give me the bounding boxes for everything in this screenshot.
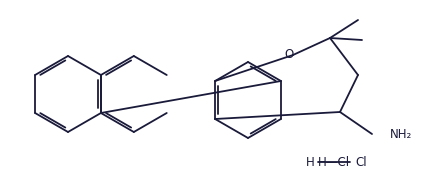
- Text: Cl: Cl: [355, 156, 367, 169]
- Text: O: O: [284, 49, 294, 61]
- Text: H: H: [306, 156, 315, 169]
- Text: NH₂: NH₂: [390, 128, 412, 140]
- Text: H—Cl: H—Cl: [318, 156, 350, 169]
